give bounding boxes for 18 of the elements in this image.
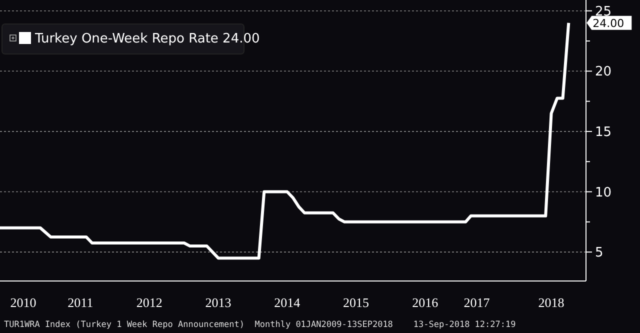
- text: TUR1WRA Index (Turkey 1 Week Repo Announcement) Monthly 01JAN2009-13SEP2018 13-Sep-2018 12:27:19: [4, 320, 516, 330]
- x-tick-label: 2011: [68, 295, 94, 310]
- x-tick-label: 2018: [538, 295, 564, 310]
- x-tick-label: 2016: [412, 295, 439, 310]
- line-series: [0, 21, 570, 260]
- x-tick-label: 2014: [274, 295, 301, 310]
- x-tick-label: 2015: [343, 295, 370, 310]
- y-tick-label: 25: [595, 4, 612, 20]
- x-tick-label: 2017: [464, 295, 490, 310]
- x-tick-label: 2012: [136, 295, 162, 310]
- x-tick-label: 2013: [205, 295, 232, 310]
- legend-label: Turkey One-Week Repo Rate 24.00: [34, 32, 260, 47]
- annotation: 24.00: [592, 16, 624, 30]
- x-tick-label: 2010: [10, 295, 36, 310]
- y-tick-label: 15: [595, 125, 612, 140]
- y-tick-label: 20: [595, 64, 612, 80]
- y-tick-label: 10: [595, 185, 612, 200]
- y-tick-label: 5: [595, 246, 604, 261]
